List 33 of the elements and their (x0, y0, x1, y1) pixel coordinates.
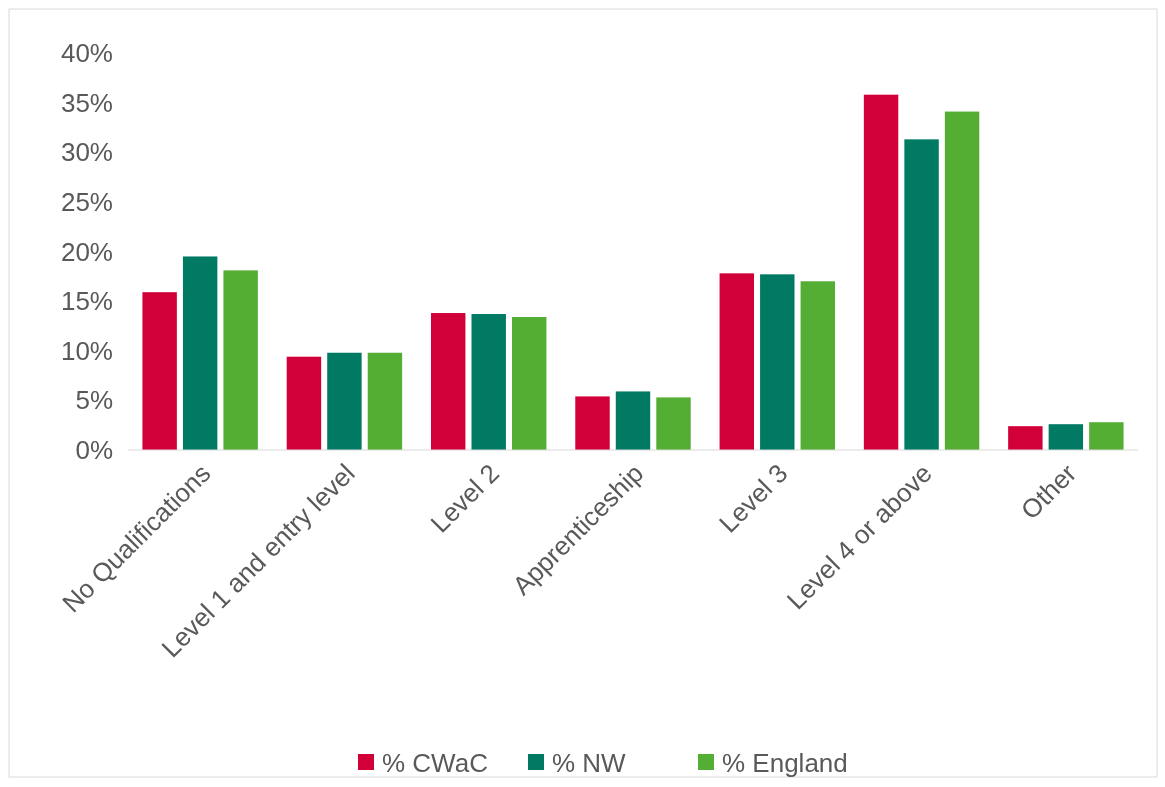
bar (944, 111, 980, 450)
bar (1008, 426, 1043, 450)
bar (471, 314, 506, 450)
bar (286, 356, 322, 450)
y-tick-label: 20% (60, 236, 113, 267)
y-tick-label: 40% (60, 38, 113, 69)
y-tick-label: 0% (75, 435, 113, 466)
legend-label: % NW (552, 748, 627, 779)
bar (656, 397, 691, 450)
bar (760, 274, 795, 450)
bar (719, 273, 754, 450)
bar (512, 317, 547, 450)
bar (431, 313, 466, 450)
bar (904, 139, 939, 450)
bar (1089, 422, 1124, 450)
bar (1048, 424, 1084, 450)
legend-label: % England (722, 748, 848, 779)
bar (223, 270, 258, 450)
bar (863, 94, 899, 450)
bar (800, 281, 835, 450)
bar (327, 352, 362, 450)
bar (575, 396, 610, 450)
y-tick-label: 35% (60, 87, 113, 118)
bar (615, 391, 651, 450)
y-tick-label: 30% (60, 137, 113, 168)
bar (182, 256, 218, 450)
y-tick-label: 25% (60, 186, 113, 217)
y-tick-label: 10% (60, 335, 113, 366)
bar (367, 352, 403, 450)
y-tick-label: 15% (60, 286, 113, 317)
bar (142, 292, 177, 450)
legend-label: % CWaC (382, 748, 488, 779)
y-tick-label: 5% (75, 385, 113, 416)
